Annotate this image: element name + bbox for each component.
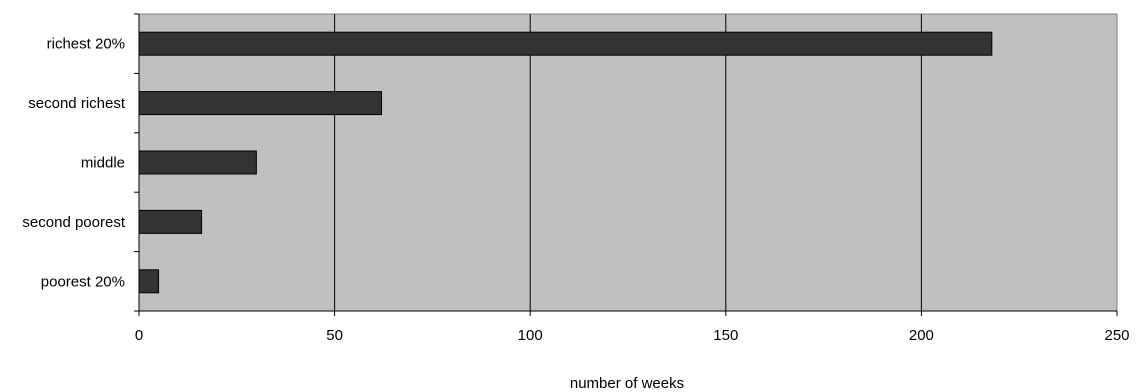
x-axis-title: number of weeks — [570, 375, 684, 392]
bar-second-richest — [138, 91, 383, 116]
y-tick-label: richest 20% — [47, 36, 125, 53]
bar-richest-20- — [138, 31, 993, 56]
y-tick-label: second richest — [28, 95, 126, 112]
bar-second-poorest — [138, 209, 203, 234]
y-tick-label: poorest 20% — [41, 273, 125, 290]
y-tick-labels: richest 20% second richest middle second po… — [22, 36, 125, 291]
x-tick-label-200: 200 — [909, 327, 934, 344]
x-tick-label-150: 150 — [713, 327, 738, 344]
x-tick-labels: 0 50 100 150 200 250 — [135, 327, 1130, 344]
bars — [138, 31, 993, 294]
x-tick-label-100: 100 — [518, 327, 543, 344]
plot-area — [138, 13, 1118, 312]
axes — [134, 13, 1118, 316]
bar-poorest-20- — [138, 269, 160, 294]
gridlines — [334, 14, 922, 311]
x-tick-label-50: 50 — [326, 327, 343, 344]
x-tick-label-0: 0 — [135, 327, 143, 344]
y-tick-label: second poorest — [22, 214, 125, 231]
y-tick-label: middle — [81, 155, 125, 172]
x-tick-label-250: 250 — [1104, 327, 1129, 344]
bar-middle — [138, 150, 257, 175]
